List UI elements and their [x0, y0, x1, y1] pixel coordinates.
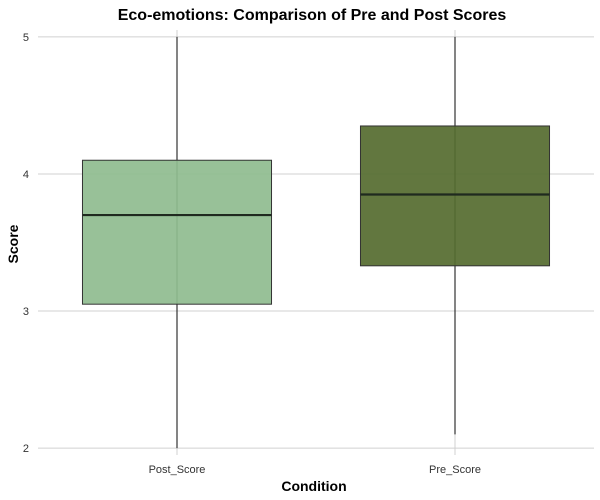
chart-title: Eco-emotions: Comparison of Pre and Post… — [118, 7, 507, 24]
y-tick-label: 2 — [23, 443, 29, 455]
y-tick-labels: 2 3 4 5 — [23, 32, 29, 455]
iqr-box — [81, 159, 273, 305]
boxes — [81, 36, 551, 449]
y-axis-title: Score — [5, 224, 21, 263]
x-axis-title: Condition — [281, 478, 346, 494]
x-tick-label: Pre_Score — [429, 464, 481, 476]
y-tick-label: 4 — [23, 169, 29, 181]
box-group — [359, 36, 551, 435]
x-tick-label: Post_Score — [149, 464, 206, 476]
y-tick-label: 5 — [23, 32, 29, 44]
x-tick-labels: Post_Score Pre_Score — [149, 464, 481, 476]
y-tick-label: 3 — [23, 306, 29, 318]
iqr-box — [359, 125, 551, 267]
box-group — [81, 36, 273, 449]
